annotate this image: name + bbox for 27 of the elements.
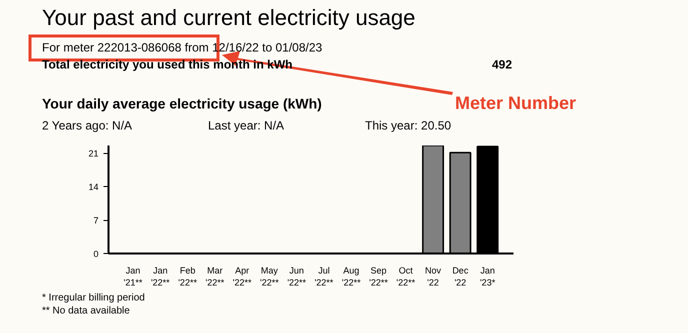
y-tick-label: 21 (88, 148, 99, 159)
title: Your past and current electricity usage (42, 6, 416, 30)
annotation: ** No data available (42, 306, 130, 316)
x-tick-label: May '22** (260, 266, 280, 288)
x-tick-label: Sep '22** (369, 266, 388, 288)
annotation: 492 (492, 58, 512, 72)
annotation: Your daily average electricity usage (kWh) (42, 96, 322, 112)
x-tick-label: Apr '22** (232, 266, 252, 288)
y-tick-label: 7 (93, 216, 99, 226)
x-tick-label: Jan '22** (150, 266, 170, 288)
x-tick-label: Jun '22** (287, 266, 307, 288)
y-tick-label: 14 (88, 182, 99, 192)
annotation: 2 Years ago: N/A (42, 119, 132, 133)
x-tick-label: Dec '22 (452, 266, 469, 288)
x-tick-label: Nov '22 (425, 266, 442, 288)
annotation: Last year: N/A (208, 119, 284, 133)
annotation: Meter Number (455, 94, 576, 114)
x-tick-label: Jan '21** (124, 266, 143, 288)
x-tick-label: Jul '22** (314, 266, 334, 288)
y-tick-label: 0 (93, 249, 99, 259)
x-tick-label: Feb '22** (178, 266, 198, 288)
x-tick-label: Aug '22** (342, 266, 362, 288)
x-tick-label: Oct '22** (396, 266, 416, 288)
annotation: This year: 20.50 (365, 119, 452, 133)
x-tick-label: Jan '23* (480, 266, 496, 288)
annotation: * Irregular billing period (42, 292, 145, 304)
x-tick-label: Mar '22** (205, 266, 225, 288)
